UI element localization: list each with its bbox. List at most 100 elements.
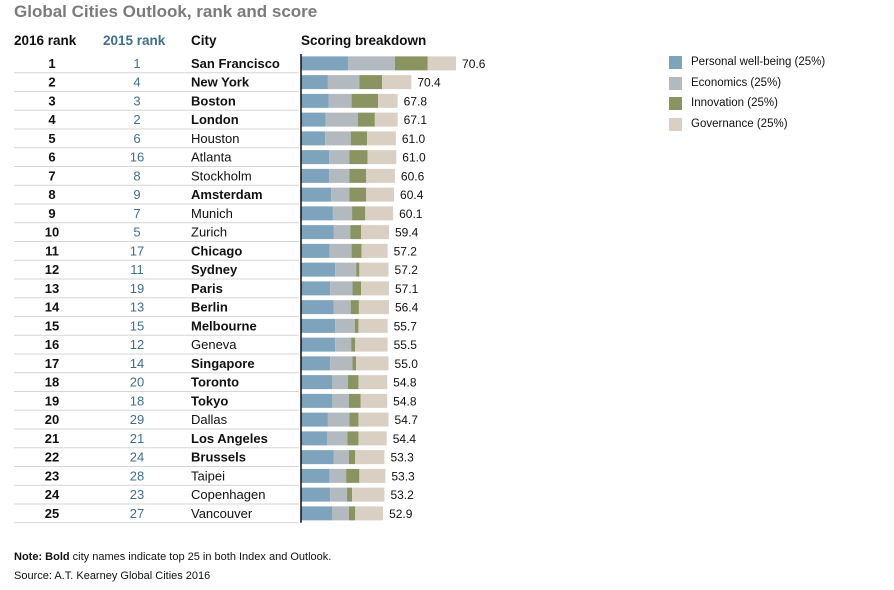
personal-well-being-segment	[301, 75, 328, 90]
rank-2015-label: 23	[130, 487, 144, 502]
governance-segment	[361, 225, 390, 240]
personal-well-being-segment	[301, 131, 326, 146]
city-label: Los Angeles	[191, 431, 268, 446]
governance-segment	[359, 262, 389, 277]
rank-2015-label: 8	[133, 168, 140, 183]
city-label: Dallas	[191, 412, 228, 427]
legend-label: Personal well-being (25%)	[691, 56, 826, 68]
personal-well-being-segment	[301, 506, 333, 521]
rank-2015-label: 4	[133, 75, 140, 90]
innovation-segment	[348, 393, 361, 408]
economics-segment	[330, 487, 348, 502]
rank-2016-label: 2	[48, 75, 55, 90]
governance-segment	[358, 412, 389, 427]
score-label: 67.8	[404, 94, 428, 108]
city-label: Toronto	[191, 375, 239, 390]
innovation-segment	[394, 56, 428, 71]
innovation-segment	[350, 131, 368, 146]
city-label: Brussels	[191, 450, 246, 465]
rank-2015-label: 15	[130, 318, 144, 333]
rank-2016-label: 9	[48, 206, 55, 221]
source-line: Source: A.T. Kearney Global Cities 2016	[14, 570, 211, 582]
city-label: Copenhagen	[191, 487, 265, 502]
city-label: New York	[191, 75, 250, 90]
personal-well-being-segment	[301, 112, 326, 127]
rank-2016-label: 15	[45, 318, 59, 333]
city-label: San Francisco	[191, 56, 280, 71]
governance-segment	[374, 112, 398, 127]
city-label: Atlanta	[191, 150, 232, 165]
city-label: Chicago	[191, 243, 242, 258]
economics-segment	[347, 56, 395, 71]
personal-well-being-segment	[301, 225, 334, 240]
innovation-segment	[356, 262, 360, 277]
rank-2015-label: 1	[133, 56, 140, 71]
rank-2015-label: 16	[130, 150, 144, 165]
innovation-segment	[349, 412, 359, 427]
score-label: 54.8	[393, 376, 417, 390]
governance-segment	[355, 450, 385, 465]
economics-segment	[332, 393, 349, 408]
rank-2015-label: 29	[130, 412, 144, 427]
personal-well-being-segment	[301, 375, 333, 390]
city-label: Tokyo	[191, 393, 228, 408]
innovation-segment	[347, 375, 359, 390]
footnote-bold: Note: Bold	[14, 551, 70, 563]
rank-2016-label: 12	[45, 262, 59, 277]
innovation-segment	[358, 112, 375, 127]
rank-2015-label: 18	[130, 393, 144, 408]
governance-segment	[366, 187, 395, 202]
rank-2016-label: 1	[48, 56, 55, 71]
score-label: 56.4	[395, 301, 419, 315]
rank-2015-label: 14	[130, 356, 144, 371]
legend-swatch-economics	[669, 76, 682, 90]
header-2015-rank: 2015 rank	[103, 33, 166, 48]
economics-segment	[325, 112, 358, 127]
innovation-segment	[349, 150, 368, 165]
legend: Personal well-being (25%) Economics (25%…	[669, 55, 825, 137]
rank-2015-label: 13	[130, 300, 144, 315]
governance-segment	[427, 56, 457, 71]
score-label: 54.4	[393, 432, 417, 446]
innovation-segment	[352, 356, 357, 371]
personal-well-being-segment	[301, 206, 333, 221]
governance-segment	[356, 356, 389, 371]
economics-segment	[325, 131, 351, 146]
score-label: 55.7	[394, 319, 418, 333]
innovation-segment	[351, 93, 379, 108]
score-label: 55.0	[395, 357, 419, 371]
personal-well-being-segment	[301, 431, 327, 446]
rank-2015-label: 12	[130, 337, 144, 352]
personal-well-being-segment	[301, 300, 334, 315]
score-label: 54.8	[393, 394, 417, 408]
governance-segment	[361, 281, 390, 296]
rank-2015-label: 27	[130, 506, 144, 521]
rank-2015-label: 21	[130, 431, 144, 446]
city-label: Sydney	[191, 262, 238, 277]
personal-well-being-segment	[301, 337, 336, 352]
governance-segment	[366, 168, 395, 183]
governance-segment	[355, 506, 384, 521]
rank-2016-label: 13	[45, 281, 59, 296]
governance-segment	[358, 431, 387, 446]
rank-2016-label: 21	[45, 431, 59, 446]
rank-2015-label: 2	[133, 112, 140, 127]
footnote-text: city names indicate top 25 in both Index…	[69, 551, 332, 563]
economics-segment	[328, 93, 352, 108]
economics-segment	[335, 262, 357, 277]
economics-segment	[327, 75, 360, 90]
rank-2015-label: 28	[130, 468, 144, 483]
personal-well-being-segment	[301, 356, 331, 371]
legend-item-personal-well-being: Personal well-being (25%)	[669, 55, 825, 76]
personal-well-being-segment	[301, 150, 330, 165]
city-label: Stockholm	[191, 168, 252, 183]
score-label: 52.9	[389, 507, 413, 521]
governance-segment	[367, 131, 396, 146]
city-label: Paris	[191, 281, 223, 296]
rank-2016-label: 4	[48, 112, 56, 127]
economics-segment	[333, 300, 351, 315]
score-label: 53.3	[390, 451, 414, 465]
legend-label: Economics (25%)	[691, 76, 782, 89]
innovation-segment	[347, 431, 359, 446]
governance-segment	[360, 393, 388, 408]
